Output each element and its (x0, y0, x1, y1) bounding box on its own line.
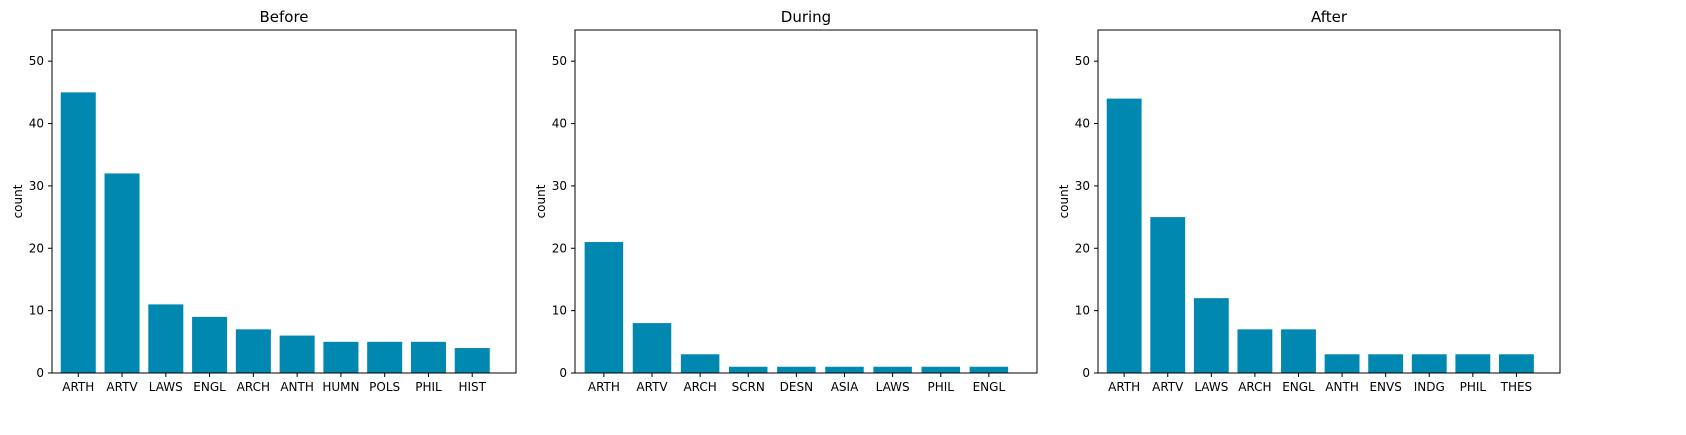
bar-PHIL (921, 366, 960, 373)
bar-ARCH (1237, 329, 1273, 373)
y-tick-label: 30 (29, 179, 44, 193)
bar-LAWS (148, 304, 184, 373)
y-tick-label: 20 (552, 241, 567, 255)
bar-ANTH (279, 335, 315, 373)
bar-ARCH (235, 329, 271, 373)
y-tick-label: 20 (29, 241, 44, 255)
y-axis-label: count (1057, 184, 1071, 218)
bar-ARTV (104, 173, 140, 373)
bar-POLS (367, 341, 403, 373)
bar-PHIL (1455, 354, 1491, 373)
y-tick-label: 10 (552, 304, 567, 318)
y-tick-label: 50 (1075, 54, 1090, 68)
bar-DESN (777, 366, 816, 373)
bar-HUMN (323, 341, 359, 373)
bar-ARTH (584, 242, 624, 373)
bar-ENGL (1281, 329, 1316, 373)
x-tick-label: ANTH (1325, 380, 1359, 394)
plot-frame (51, 29, 517, 374)
x-tick-label: ENVS (1369, 380, 1401, 394)
y-tick-label: 50 (29, 54, 44, 68)
bar-ENVS (1368, 354, 1404, 373)
x-tick-label: ENGL (193, 380, 226, 394)
y-tick-label: 50 (552, 54, 567, 68)
x-tick-label: ENGL (973, 380, 1006, 394)
x-tick-label: THES (1500, 380, 1533, 394)
chart-panel-2: ARTH ARTV LAWS ARCH ENGL ANTH ENVS INDG PHIL THES… (1057, 8, 1561, 394)
x-tick-label: INDG (1414, 380, 1445, 394)
y-tick-label: 40 (552, 117, 567, 131)
bar-INDG (1411, 354, 1447, 373)
bar-ARTV (632, 323, 672, 373)
bar-ARCH (680, 354, 720, 373)
bar-LAWS (1193, 298, 1229, 373)
x-tick-label: LAWS (876, 380, 910, 394)
y-tick-label: 20 (1075, 241, 1090, 255)
bar-PHIL (410, 341, 446, 373)
chart-title: During (781, 8, 831, 26)
chart-title: Before (259, 8, 308, 26)
bar-ARTH (1106, 98, 1142, 373)
x-tick-label: ARTV (106, 380, 138, 394)
x-tick-label: HIST (458, 380, 486, 394)
y-axis-label: count (534, 184, 548, 218)
chart-panel-1: ARTH ARTV ARCH SCRN DESN ASIA LAWS PHIL ENGL 0 10 2… (534, 8, 1038, 394)
x-tick-label: ARTV (1152, 380, 1184, 394)
y-tick-label: 0 (36, 366, 44, 380)
x-tick-label: ARCH (237, 380, 270, 394)
x-tick-label: PHIL (928, 380, 955, 394)
x-tick-label: ARTV (636, 380, 668, 394)
y-tick-label: 40 (1075, 117, 1090, 131)
plot-frame (574, 29, 1038, 374)
x-tick-label: POLS (369, 380, 400, 394)
x-tick-label: ARTH (62, 380, 94, 394)
y-axis-label: count (11, 184, 25, 218)
y-tick-label: 10 (29, 304, 44, 318)
plot-frame (1097, 29, 1561, 374)
chart-title: After (1311, 8, 1348, 26)
bar-ENGL (969, 366, 1009, 373)
y-tick-label: 30 (1075, 179, 1090, 193)
x-tick-label: ASIA (831, 380, 859, 394)
x-tick-label: ARTH (1108, 380, 1140, 394)
y-tick-label: 40 (29, 117, 44, 131)
bar-LAWS (873, 366, 912, 373)
y-tick-label: 0 (559, 366, 567, 380)
x-tick-label: ARCH (1238, 380, 1271, 394)
y-tick-label: 30 (552, 179, 567, 193)
x-tick-label: ARTH (588, 380, 620, 394)
bar-ARTV (1150, 217, 1186, 373)
y-tick-label: 10 (1075, 304, 1090, 318)
bar-ASIA (825, 366, 864, 373)
x-tick-label: DESN (780, 380, 813, 394)
x-tick-label: ENGL (1282, 380, 1315, 394)
chart-panel-0: ARTH ARTV LAWS ENGL ARCH ANTH HUMN POLS PHIL HIST… (11, 8, 517, 394)
x-tick-label: ANTH (280, 380, 314, 394)
x-tick-label: LAWS (149, 380, 183, 394)
bar-ENGL (192, 316, 228, 373)
x-tick-label: ARCH (683, 380, 716, 394)
bar-ANTH (1324, 354, 1360, 373)
bar-ARTH (60, 92, 96, 374)
x-tick-label: HUMN (322, 380, 359, 394)
x-tick-label: PHIL (415, 380, 442, 394)
x-tick-label: PHIL (1460, 380, 1487, 394)
x-tick-label: SCRN (732, 380, 765, 394)
bar-THES (1498, 354, 1534, 373)
bar-HIST (454, 348, 490, 373)
bar-SCRN (729, 366, 768, 373)
x-tick-label: LAWS (1194, 380, 1228, 394)
y-tick-label: 0 (1082, 366, 1090, 380)
